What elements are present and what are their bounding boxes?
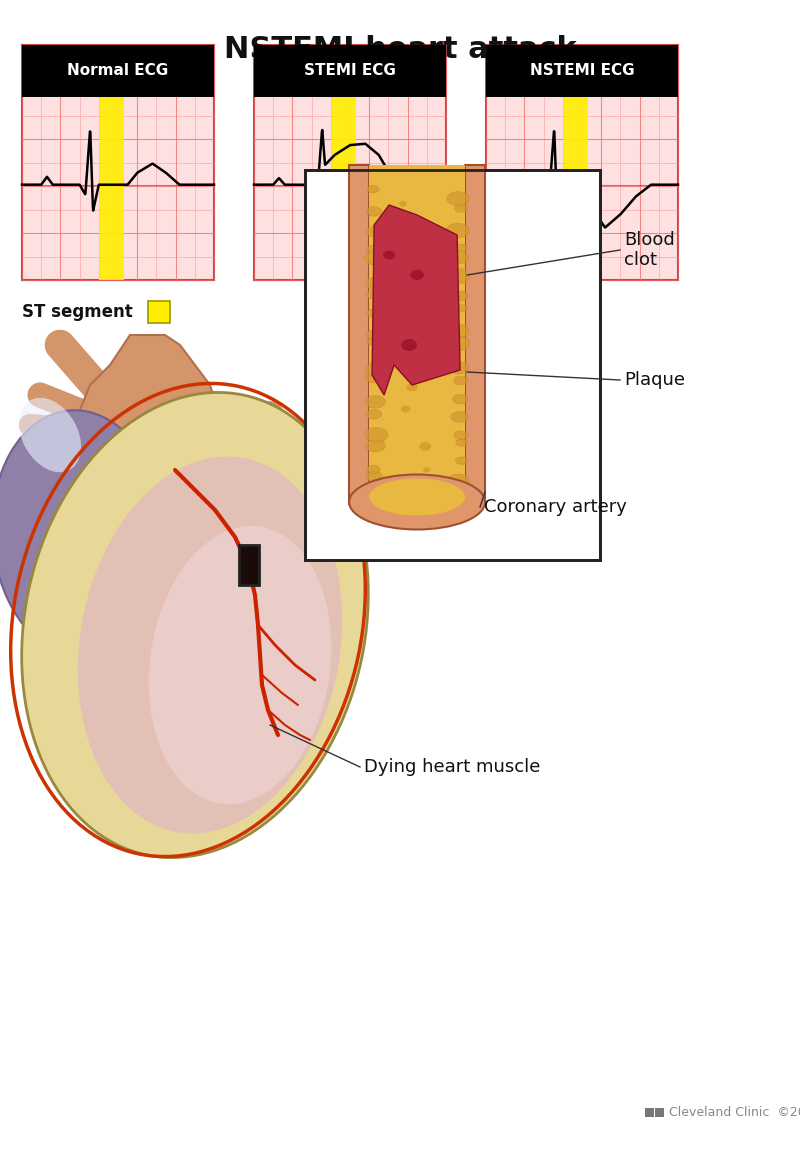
Ellipse shape [447, 474, 469, 487]
Text: NSTEMI ECG: NSTEMI ECG [530, 64, 634, 79]
Bar [22, 45, 214, 97]
Ellipse shape [366, 245, 379, 253]
Bar [486, 45, 678, 97]
Polygon shape [372, 204, 460, 395]
Ellipse shape [420, 261, 430, 268]
Text: STEMI ECG: STEMI ECG [304, 64, 396, 79]
Ellipse shape [366, 363, 385, 375]
Bar [254, 45, 446, 280]
Ellipse shape [365, 251, 389, 266]
Text: Coronary artery: Coronary artery [484, 498, 627, 516]
Bar [305, 170, 600, 560]
Ellipse shape [449, 362, 469, 374]
Ellipse shape [366, 290, 382, 299]
Ellipse shape [455, 244, 467, 252]
Ellipse shape [366, 226, 382, 237]
Ellipse shape [349, 475, 485, 529]
Ellipse shape [419, 442, 431, 450]
Ellipse shape [399, 201, 407, 207]
Ellipse shape [419, 289, 427, 295]
Ellipse shape [367, 337, 379, 345]
Bar [486, 45, 678, 280]
Ellipse shape [366, 471, 382, 482]
Text: Normal ECG: Normal ECG [67, 64, 169, 79]
Ellipse shape [366, 207, 382, 216]
Ellipse shape [149, 526, 331, 804]
Bar [239, 545, 259, 584]
Ellipse shape [366, 440, 386, 452]
Polygon shape [80, 335, 218, 455]
Ellipse shape [423, 320, 434, 328]
Ellipse shape [366, 310, 380, 318]
Ellipse shape [22, 393, 368, 857]
Ellipse shape [366, 409, 382, 419]
Ellipse shape [366, 396, 386, 408]
Bar [331, 45, 356, 280]
Bar [349, 165, 369, 504]
Ellipse shape [452, 291, 468, 301]
Ellipse shape [447, 192, 470, 206]
Ellipse shape [401, 405, 410, 412]
Ellipse shape [401, 340, 417, 351]
Ellipse shape [366, 372, 383, 382]
Ellipse shape [454, 377, 468, 385]
Bar [655, 1108, 664, 1117]
Ellipse shape [445, 335, 470, 351]
Ellipse shape [383, 251, 395, 260]
Ellipse shape [448, 325, 469, 337]
Bar [645, 1108, 654, 1117]
Ellipse shape [365, 427, 388, 442]
Bar [254, 45, 446, 97]
Ellipse shape [366, 185, 379, 193]
Ellipse shape [407, 348, 417, 355]
Ellipse shape [410, 236, 420, 244]
Ellipse shape [78, 456, 342, 834]
Bar [305, 170, 600, 560]
Text: ST segment: ST segment [22, 303, 133, 321]
Bar [148, 301, 170, 323]
Ellipse shape [449, 252, 469, 263]
Ellipse shape [454, 431, 468, 439]
Ellipse shape [369, 478, 465, 515]
Ellipse shape [446, 223, 470, 238]
Ellipse shape [366, 277, 385, 289]
Bar [22, 45, 214, 280]
Ellipse shape [423, 468, 430, 472]
Bar [369, 165, 465, 504]
Ellipse shape [366, 330, 382, 340]
Ellipse shape [455, 305, 467, 312]
Text: Dying heart muscle: Dying heart muscle [364, 758, 540, 776]
Ellipse shape [455, 457, 467, 464]
Ellipse shape [445, 268, 470, 284]
Text: Cleveland Clinic  ©2021: Cleveland Clinic ©2021 [669, 1106, 800, 1119]
Text: Blood
clot: Blood clot [624, 231, 674, 269]
Ellipse shape [454, 204, 467, 213]
Ellipse shape [366, 465, 380, 474]
Text: NSTEMI heart attack: NSTEMI heart attack [224, 35, 576, 64]
Ellipse shape [19, 397, 81, 472]
Ellipse shape [406, 383, 418, 392]
Ellipse shape [410, 270, 424, 280]
Bar [562, 45, 588, 280]
Ellipse shape [453, 394, 468, 404]
Ellipse shape [0, 410, 168, 660]
Text: Plaque: Plaque [624, 371, 685, 389]
Ellipse shape [456, 439, 467, 446]
Bar [99, 45, 124, 280]
Bar [465, 165, 485, 504]
Ellipse shape [451, 411, 468, 423]
